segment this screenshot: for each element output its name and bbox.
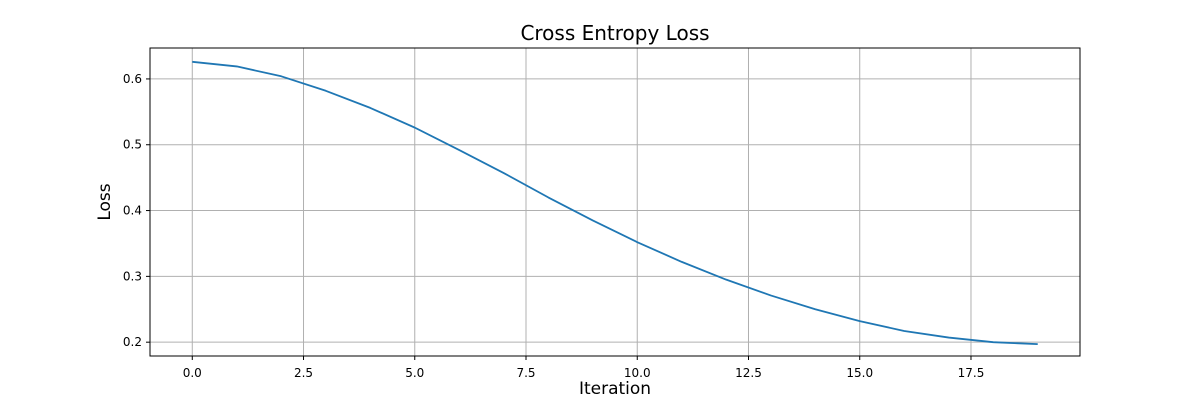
x-tick-label: 5.0 (405, 366, 424, 380)
x-tick-label: 17.5 (958, 366, 985, 380)
x-tick-label: 12.5 (735, 366, 762, 380)
x-tick-label: 10.0 (624, 366, 651, 380)
x-tick-label: 7.5 (516, 366, 535, 380)
chart-title: Cross Entropy Loss (520, 21, 709, 45)
loss-series-line (192, 60, 1038, 346)
ticks-layer: 0.0 2.5 5.0 7.5 10.0 12.5 15.0 17.5 0.2 0.3 0.4 0.5… (123, 72, 984, 380)
plot-frame (149, 47, 1081, 357)
series-layer (192, 60, 1038, 346)
y-tick-label: 0.5 (123, 138, 142, 152)
x-axis-title: Iteration (579, 379, 651, 399)
y-axis-title: Loss (95, 183, 115, 220)
x-tick-label: 2.5 (294, 366, 313, 380)
grid-layer (150, 48, 1080, 356)
y-tick-label: 0.4 (123, 204, 142, 218)
x-tick-label: 15.0 (846, 366, 873, 380)
y-tick-label: 0.6 (123, 72, 142, 86)
y-tick-label: 0.3 (123, 269, 142, 283)
x-tick-label: 0.0 (183, 366, 202, 380)
y-tick-label: 0.2 (123, 335, 142, 349)
